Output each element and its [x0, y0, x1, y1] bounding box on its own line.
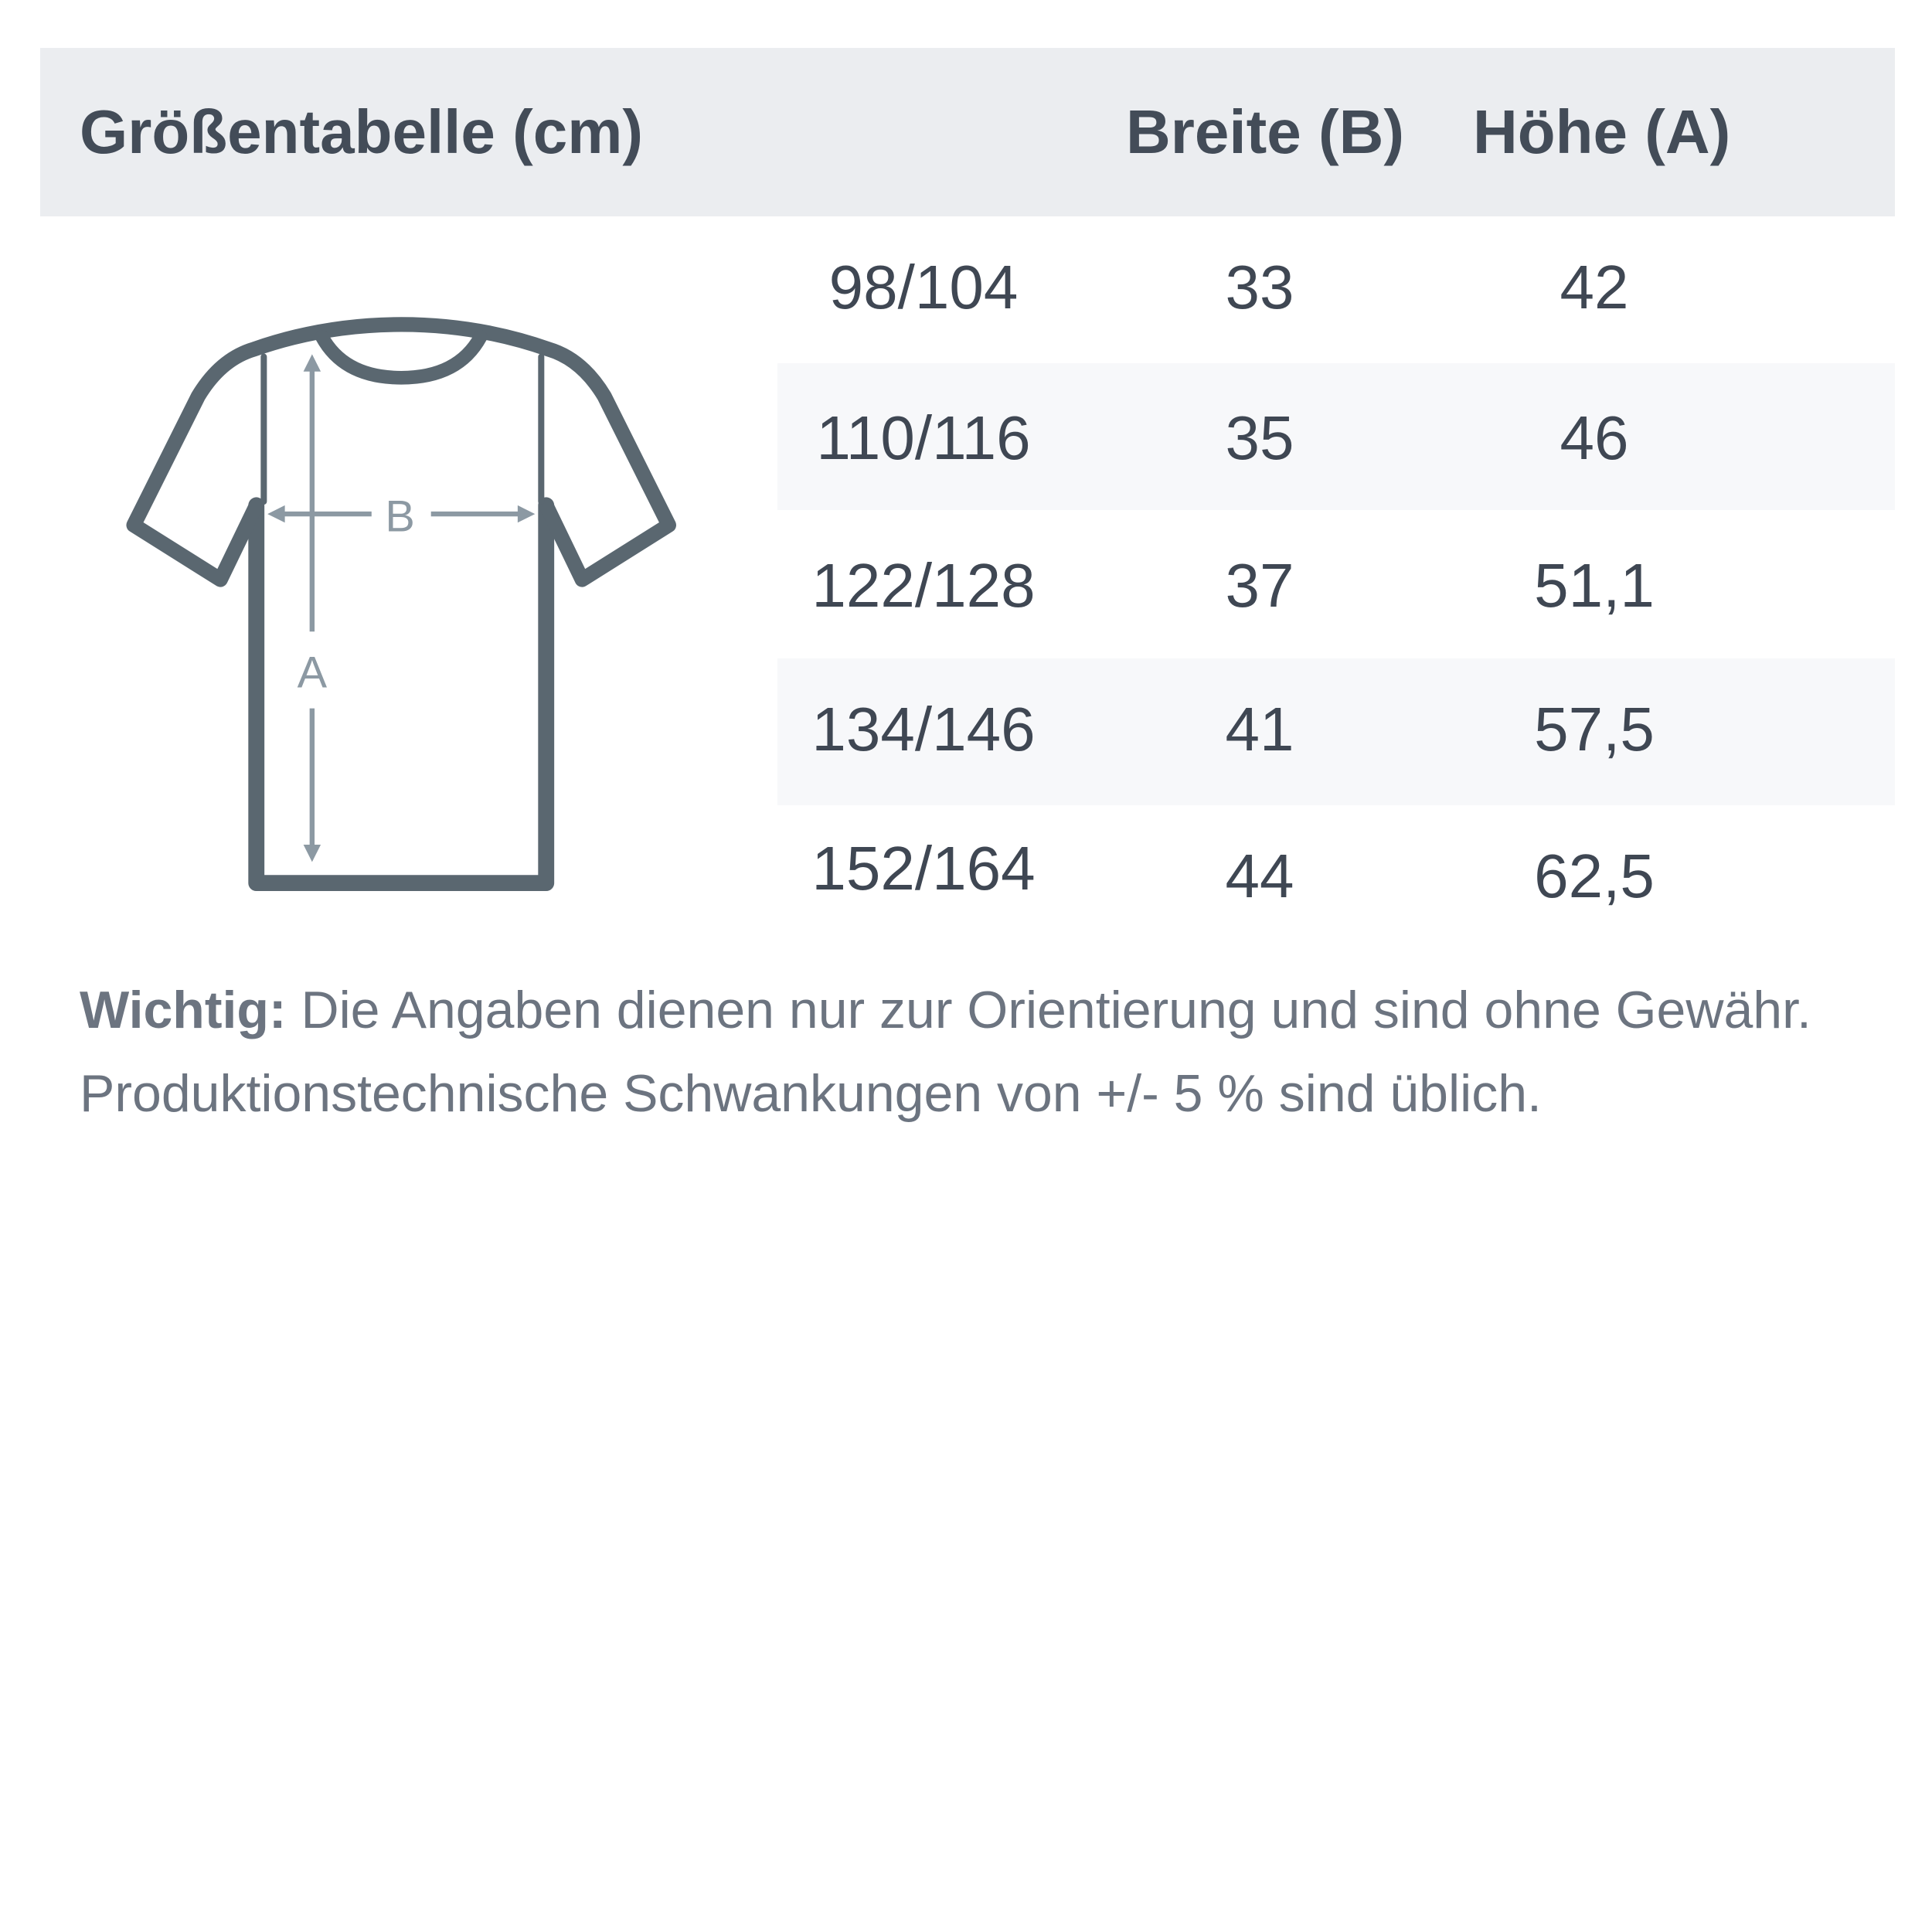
hoehe-cell: 42	[1560, 253, 1629, 321]
breite-cell: 33	[1225, 253, 1294, 321]
note-line-2: Produktionstechnische Schwankungen von +…	[80, 1064, 1542, 1123]
label-a: A	[298, 648, 328, 697]
note-text: Die Angaben dienen nur zur Orientierung …	[286, 981, 1811, 1039]
hoehe-cell: 57,5	[1534, 695, 1655, 764]
row-stripe	[777, 363, 1895, 510]
row-stripe	[777, 658, 1895, 805]
column-header-breite: Breite (B)	[1126, 97, 1405, 166]
size-cell: 134/146	[811, 695, 1036, 764]
breite-cell: 41	[1225, 695, 1294, 764]
breite-cell: 44	[1225, 842, 1294, 910]
column-header-hoehe: Höhe (A)	[1473, 97, 1731, 166]
breite-cell: 37	[1225, 551, 1294, 620]
hoehe-cell: 51,1	[1534, 551, 1655, 620]
size-cell: 110/116	[816, 403, 1031, 472]
hoehe-cell: 46	[1560, 403, 1629, 472]
hoehe-cell: 62,5	[1534, 842, 1655, 910]
size-cell: 98/104	[828, 253, 1019, 321]
breite-cell: 35	[1225, 403, 1294, 472]
note-bold: Wichtig:	[80, 981, 287, 1039]
table-header: Größentabelle (cm) Breite (B) Höhe (A)	[40, 48, 1895, 216]
table-title: Größentabelle (cm)	[80, 97, 644, 166]
size-cell: 152/164	[811, 834, 1036, 903]
label-b: B	[385, 492, 414, 542]
note-line-1: Wichtig: Die Angaben dienen nur zur Orie…	[80, 980, 1811, 1040]
size-cell: 122/128	[811, 551, 1036, 620]
